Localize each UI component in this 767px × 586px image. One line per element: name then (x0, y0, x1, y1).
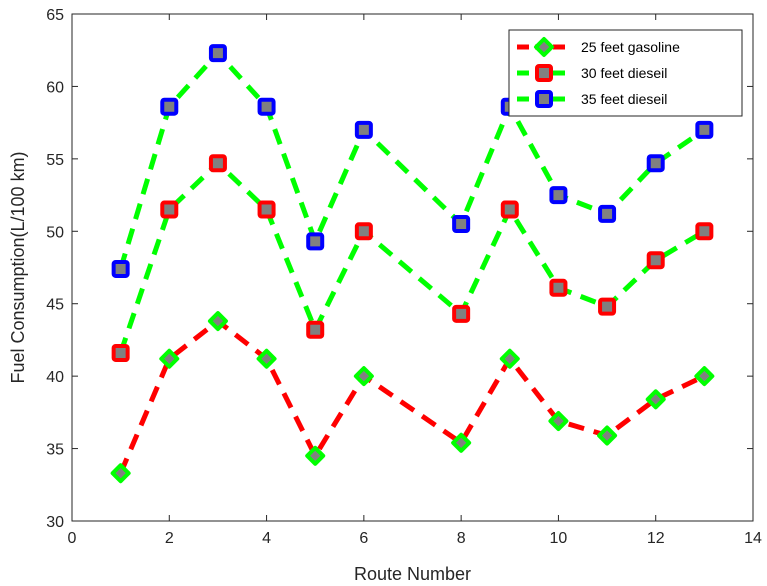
legend: 25 feet gasoline 30 feet dieseil 35 feet d… (508, 29, 743, 117)
legend-marker (535, 90, 553, 108)
data-point (111, 259, 130, 278)
y-tick-label: 60 (46, 79, 64, 96)
y-axis-label: Fuel Consumption(L/100 km) (8, 151, 28, 383)
x-tick-label: 12 (647, 530, 665, 547)
data-point (646, 251, 665, 270)
legend-entry: 35 feet dieseil (517, 90, 667, 108)
legend-marker (535, 64, 553, 82)
data-point (695, 222, 714, 241)
x-tick-label: 6 (359, 530, 368, 547)
data-point (353, 366, 374, 387)
y-tick-label: 30 (46, 514, 64, 531)
data-point (306, 320, 325, 339)
legend-entry: 30 feet dieseil (517, 64, 667, 82)
y-tick-label: 45 (46, 297, 64, 314)
x-tick-label: 2 (165, 530, 174, 547)
data-point (549, 278, 568, 297)
y-tick-label: 40 (46, 369, 64, 386)
axes-box (71, 13, 754, 522)
data-point (499, 348, 520, 369)
y-tick-label: 50 (46, 224, 64, 241)
data-point (354, 120, 373, 139)
series-1 (110, 311, 715, 484)
series-3 (111, 44, 714, 278)
data-point (646, 154, 665, 173)
data-point (256, 348, 277, 369)
data-point (548, 411, 569, 432)
legend-label: 30 feet dieseil (581, 65, 667, 81)
legend-label: 25 feet gasoline (581, 39, 680, 55)
data-point (257, 97, 276, 116)
x-axis-label: Route Number (354, 564, 471, 584)
y-tick-label: 35 (46, 442, 64, 459)
legend-entry: 25 feet gasoline (517, 37, 680, 57)
data-point (207, 311, 228, 332)
data-point (208, 154, 227, 173)
data-point (159, 348, 180, 369)
data-point (597, 425, 618, 446)
data-point (160, 97, 179, 116)
y-tick-label: 55 (46, 152, 64, 169)
data-point (160, 200, 179, 219)
data-point (695, 120, 714, 139)
data-point (305, 445, 326, 466)
series-layer (110, 44, 715, 484)
data-point (257, 200, 276, 219)
data-point (354, 222, 373, 241)
data-point (452, 304, 471, 323)
data-point (306, 232, 325, 251)
data-point (598, 204, 617, 223)
data-point (208, 44, 227, 63)
data-point (500, 200, 519, 219)
data-point (110, 463, 131, 484)
data-point (111, 343, 130, 362)
data-point (452, 215, 471, 234)
data-point (694, 366, 715, 387)
legend-label: 35 feet dieseil (581, 91, 667, 107)
x-tick-label: 10 (550, 530, 568, 547)
axes-layer: 0 2 4 6 8 10 12 14 30 35 40 45 50 55 60 65 (46, 7, 762, 547)
data-point (598, 297, 617, 316)
x-tick-label: 4 (262, 530, 271, 547)
data-point (645, 389, 666, 410)
series-2 (111, 154, 714, 362)
legend-marker (534, 37, 554, 57)
x-tick-label: 0 (68, 530, 77, 547)
x-tick-label: 8 (457, 530, 466, 547)
y-tick-label: 65 (46, 7, 64, 24)
data-point (451, 432, 472, 453)
x-tick-label: 14 (744, 530, 762, 547)
series-line (118, 318, 706, 475)
data-point (549, 186, 568, 205)
